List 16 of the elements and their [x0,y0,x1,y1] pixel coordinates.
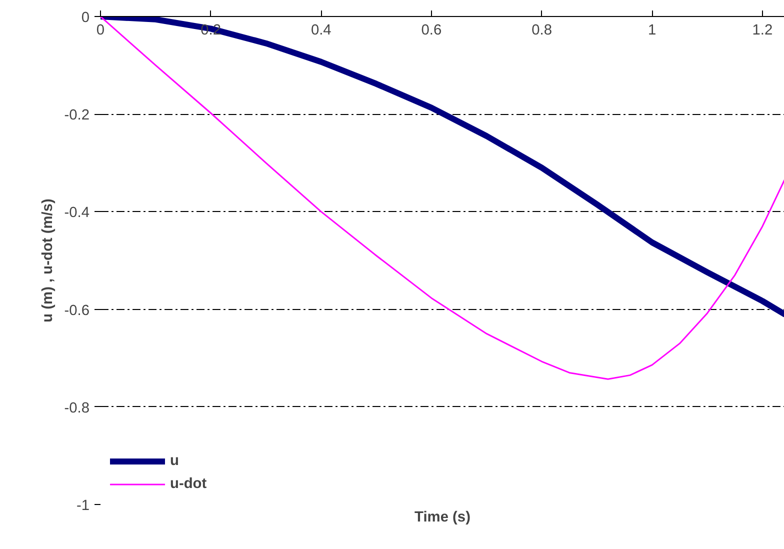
y-axis-title: u (m) , u-dot (m/s) [40,198,56,322]
x-axis-title: Time (s) [414,510,471,526]
x-tick-label: 0 [96,22,105,38]
legend-label: u [170,453,180,469]
y-tick-label: -0.8 [64,400,90,416]
y-tick-label: -0.2 [64,108,90,124]
x-tick-label: 0.6 [421,22,442,38]
x-tick-label: 0.4 [310,22,332,38]
x-tick-label: 0.8 [532,22,552,38]
y-tick-label: -1 [76,498,90,514]
x-tick-label: 1.2 [752,22,773,38]
x-tick-label: 1 [648,22,656,38]
y-tick-label: -0.6 [64,302,90,319]
y-tick-label: -0.4 [64,205,90,222]
legend-label: u-dot [170,476,207,492]
y-tick-label: 0 [81,10,90,26]
